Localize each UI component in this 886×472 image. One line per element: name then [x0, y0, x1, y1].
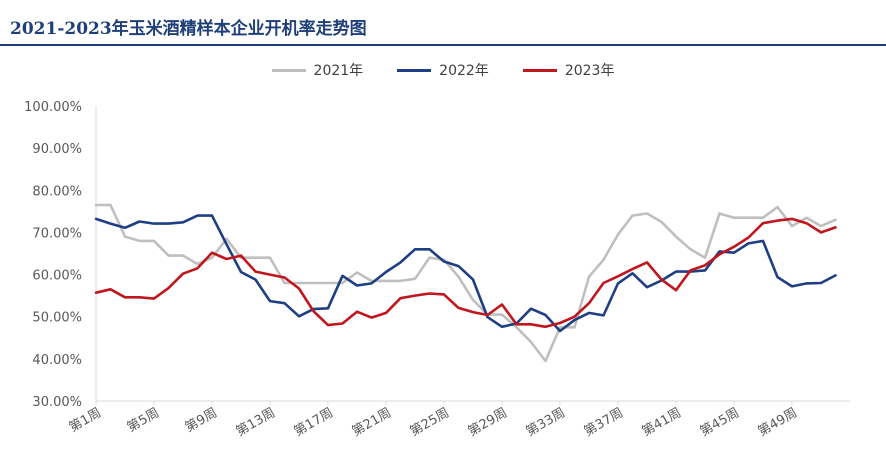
legend-swatch-2022	[397, 68, 432, 72]
series-line-2	[94, 217, 837, 329]
y-tick-label: 100.00%	[24, 100, 82, 115]
y-tick-label: 30.00%	[32, 395, 82, 410]
y-tick-label: 80.00%	[32, 184, 82, 199]
x-tick-label: 第33周	[524, 405, 568, 439]
legend-item-2022: 2022年	[397, 60, 489, 80]
legend-swatch-2021	[271, 68, 306, 72]
chart-title: 2021-2023年玉米酒精样本企业开机率走势图	[10, 19, 367, 39]
x-tick-label: 第13周	[234, 405, 278, 439]
x-tick-label: 第45周	[698, 405, 742, 439]
legend-swatch-2023	[522, 68, 557, 72]
legend-item-2023: 2023年	[522, 60, 615, 80]
legend-item-2021: 2021年	[271, 60, 364, 80]
title-divider	[0, 44, 886, 46]
x-tick-label: 第25周	[408, 405, 452, 439]
x-tick-label: 第29周	[466, 405, 510, 439]
x-tick-label: 第37周	[582, 405, 626, 439]
x-tick-label: 第9周	[183, 405, 220, 435]
x-tick-label: 第41周	[640, 405, 684, 439]
x-tick-label: 第21周	[350, 405, 394, 439]
series-line-1	[94, 214, 837, 333]
chart-legend: 2021年 2022年 2023年	[0, 60, 886, 80]
x-tick-label: 第17周	[292, 405, 336, 439]
legend-label-2023: 2023年	[564, 63, 615, 79]
y-tick-label: 70.00%	[32, 226, 82, 241]
legend-label-2021: 2021年	[313, 63, 364, 79]
x-tick-label: 第49周	[756, 405, 800, 439]
y-tick-label: 50.00%	[32, 311, 82, 326]
x-tick-label: 第5周	[125, 405, 162, 435]
legend-label-2022: 2022年	[439, 63, 489, 79]
y-tick-label: 40.00%	[32, 353, 82, 368]
y-tick-label: 60.00%	[32, 269, 82, 284]
y-tick-label: 90.00%	[32, 142, 82, 157]
series-line-0	[94, 203, 837, 363]
